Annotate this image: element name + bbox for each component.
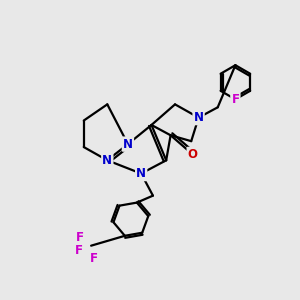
Text: N: N [136,167,146,180]
Text: O: O [188,148,198,161]
Text: F: F [76,231,84,244]
Text: N: N [102,154,112,167]
Text: N: N [123,138,133,151]
Text: N: N [194,111,204,124]
Text: F: F [231,93,239,106]
Text: F: F [75,244,83,257]
Text: F: F [90,252,98,265]
